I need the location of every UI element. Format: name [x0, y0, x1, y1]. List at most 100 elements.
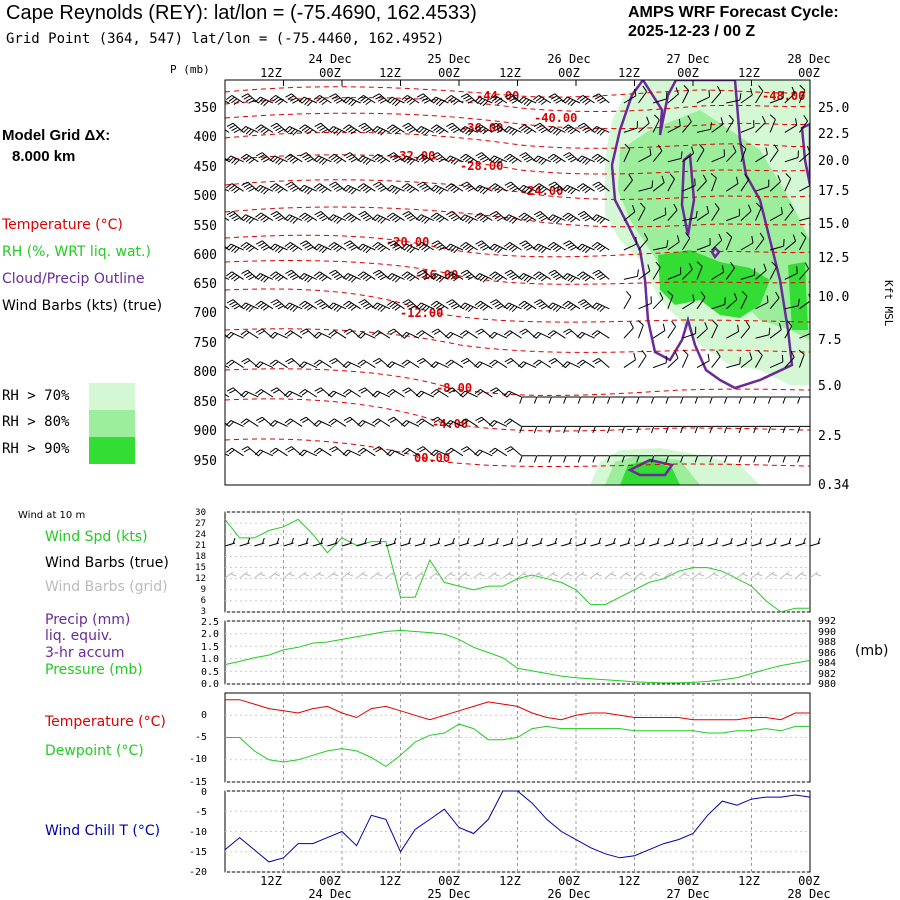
wind-barb: [240, 241, 259, 252]
isotherm: [225, 260, 810, 285]
surface-barb-grid: [575, 571, 588, 579]
wind-barb: [696, 174, 707, 192]
wind-barb: [518, 184, 537, 195]
pressure-right-tick: 990: [818, 627, 836, 638]
wind-barb: [430, 273, 449, 283]
wind-barb: [298, 449, 318, 457]
precip-tick: 0.5: [201, 667, 219, 678]
wind-barb: [489, 299, 508, 310]
wind-barb: [255, 240, 274, 251]
wind-barb: [784, 173, 792, 192]
wind-barb: [314, 299, 332, 310]
bottom-date-label: 27 Dec: [666, 887, 709, 900]
surface-barb-true: [371, 537, 382, 547]
wind-barb: [445, 94, 464, 105]
wind-barb: [769, 291, 780, 310]
isotherm: [225, 328, 810, 353]
precip-accum-label: 3-hr accum: [45, 645, 125, 661]
rh-shading: [590, 80, 810, 485]
wind-barb: [299, 212, 318, 223]
wind-barb: [372, 241, 391, 252]
wind-barb: [782, 396, 800, 404]
wind-barb: [225, 331, 244, 339]
surface-barb-true: [692, 537, 704, 547]
wind-barb: [782, 455, 800, 463]
wind-barb: [489, 447, 508, 457]
wind-barb: [638, 148, 652, 163]
wind-barb: [503, 214, 522, 224]
pressure-tick: 700: [194, 306, 217, 321]
bottom-hour-label: 12Z: [618, 874, 640, 888]
surface-barb-grid: [678, 571, 690, 579]
surface-barb-true: [751, 537, 762, 547]
height-axis: 25.0 22.5 20.0 17.5 15.0 12.5 10.0 7.5 5…: [818, 101, 849, 493]
surface-barb-grid: [707, 571, 719, 579]
surface-barb-grid: [722, 571, 734, 579]
wind-barb: [313, 331, 332, 339]
surface-barb-true: [736, 537, 748, 547]
wind-barb: [652, 91, 668, 104]
wind-barb: [799, 145, 810, 163]
wind-barb: [623, 290, 632, 310]
surface-barb-grid: [371, 571, 383, 579]
surface-barb-true: [663, 537, 675, 547]
wind-barb: [667, 290, 674, 309]
wind-barb: [769, 144, 779, 163]
wind-barb: [475, 240, 493, 251]
wind-barb: [548, 357, 566, 368]
wind-barb: [724, 425, 741, 434]
wind-barb: [255, 416, 274, 427]
windchill-tick: -15: [189, 847, 207, 858]
wind-barb: [285, 181, 303, 192]
wind-barb: [386, 300, 405, 311]
wind-barb: [623, 352, 636, 369]
wind-barb: [357, 155, 376, 166]
wind-barb: [474, 124, 493, 135]
wind-barb: [769, 175, 781, 192]
wind-barb: [284, 153, 303, 164]
cloud-outline-right: [800, 122, 810, 186]
wind-tick: 21: [195, 541, 206, 551]
surface-barb-grid: [692, 571, 705, 579]
wind-barb: [445, 271, 464, 282]
wind-barb: [711, 233, 723, 251]
wind-barb: [623, 321, 634, 339]
surface-barb-true: [590, 537, 602, 547]
wind-barb: [431, 152, 449, 163]
wind-barb: [548, 425, 566, 434]
wind-barb: [753, 425, 771, 434]
wind-barb: [416, 93, 435, 104]
forecast-cycle: AMPS WRF Forecast Cycle: 2025-12-23 / 00…: [628, 3, 839, 41]
wind-barb: [415, 390, 435, 398]
wind-barb: [563, 455, 580, 463]
surface-barb-grid: [488, 571, 500, 579]
pressure-right-tick: 980: [818, 679, 836, 690]
wind-barb: [767, 425, 785, 434]
wind-barb: [416, 241, 435, 252]
wind-barb: [269, 420, 288, 428]
surface-barb-true: [224, 537, 236, 547]
wind-barb: [561, 361, 581, 369]
wind-barb: [459, 390, 478, 398]
wind-barb: [577, 299, 595, 310]
wind-barb: [667, 267, 682, 280]
surface-barb-grid: [385, 571, 398, 579]
wind-barb: [284, 330, 303, 339]
wind-barb: [372, 93, 391, 104]
surface-barb-grid: [254, 571, 266, 579]
wind-barb: [563, 240, 581, 251]
wind-barb: [814, 237, 827, 250]
wind-barb: [255, 300, 274, 311]
wind-barb: [386, 124, 405, 135]
wind-barb: [638, 85, 648, 104]
wind-barb: [269, 271, 288, 282]
wind-barb: [623, 269, 639, 280]
surface-barb-grid: [619, 571, 632, 579]
wind-barb: [503, 153, 522, 164]
wind-barb: [474, 388, 493, 398]
wind-barb: [638, 233, 649, 251]
bottom-hour-label: 00Z: [798, 874, 820, 888]
wind-barb: [518, 96, 537, 107]
wind-barb: [726, 93, 742, 104]
wind-barb: [682, 178, 696, 192]
